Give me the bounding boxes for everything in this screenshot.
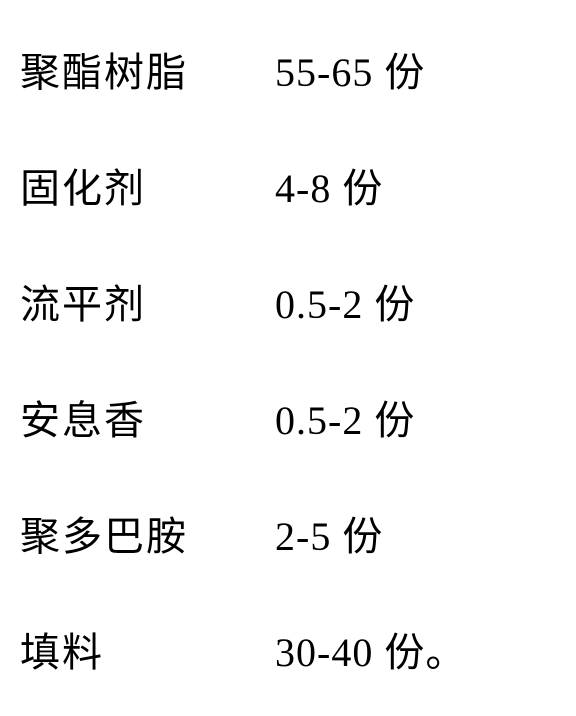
ingredient-amount: 0.5-2 份 (275, 272, 415, 330)
ingredient-name: 固化剂 (20, 156, 275, 214)
ingredient-name: 流平剂 (20, 272, 275, 330)
ingredients-table: 聚酯树脂 55-65 份 固化剂 4-8 份 流平剂 0.5-2 份 安息香 0… (20, 40, 556, 678)
ingredient-name: 填料 (20, 620, 275, 678)
ingredient-name: 聚多巴胺 (20, 504, 275, 562)
table-row: 安息香 0.5-2 份 (20, 388, 556, 446)
table-row: 填料 30-40 份。 (20, 620, 556, 678)
table-row: 聚酯树脂 55-65 份 (20, 40, 556, 98)
ingredient-name: 聚酯树脂 (20, 40, 275, 98)
ingredient-amount: 4-8 份 (275, 156, 383, 214)
table-row: 流平剂 0.5-2 份 (20, 272, 556, 330)
ingredient-name: 安息香 (20, 388, 275, 446)
ingredient-amount: 2-5 份 (275, 504, 383, 562)
ingredient-amount: 0.5-2 份 (275, 388, 415, 446)
ingredient-amount: 30-40 份。 (275, 620, 466, 678)
table-row: 聚多巴胺 2-5 份 (20, 504, 556, 562)
ingredient-amount: 55-65 份 (275, 40, 425, 98)
table-row: 固化剂 4-8 份 (20, 156, 556, 214)
